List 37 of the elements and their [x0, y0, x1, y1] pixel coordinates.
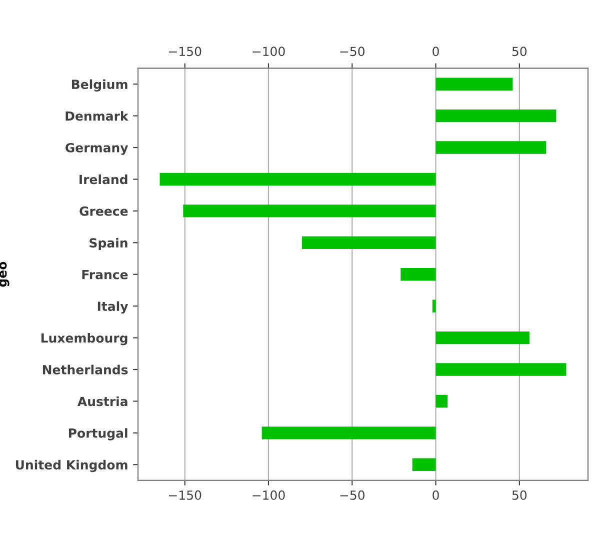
y-tick-label: Netherlands — [42, 364, 128, 374]
y-tick-label: Denmark — [66, 111, 129, 121]
bar — [436, 109, 556, 122]
y-tick-label: Greece — [80, 206, 128, 216]
bar — [432, 300, 436, 312]
bar — [436, 141, 546, 154]
x2-tick-label: 50 — [512, 46, 527, 56]
y-tick-label: Portugal — [68, 428, 128, 440]
y-tick-label: Germany — [65, 142, 128, 155]
bar — [262, 426, 436, 440]
x-tick-label: 0 — [432, 490, 439, 500]
x2-tick-label: −100 — [252, 46, 285, 56]
bar — [436, 394, 448, 408]
bar — [160, 172, 436, 186]
y-tick-label: Austria — [77, 396, 128, 406]
bar — [412, 458, 436, 471]
bar — [400, 268, 436, 281]
x-tick-label: −50 — [340, 490, 364, 500]
y-tick-label: Luxembourg — [41, 333, 128, 346]
bar — [436, 78, 513, 90]
bar — [436, 363, 566, 376]
x-tick-label: −150 — [168, 490, 202, 500]
bar — [436, 331, 530, 344]
y-tick-label: United Kingdom — [16, 460, 128, 472]
x2-tick-label: −150 — [168, 46, 202, 56]
x-tick-label: −100 — [252, 490, 285, 500]
y-tick-label: France — [82, 270, 128, 280]
x-tick-label: 50 — [512, 490, 527, 500]
x2-tick-label: −50 — [340, 46, 364, 56]
y-axis-title: geo — [0, 262, 10, 287]
bar — [302, 236, 436, 249]
y-tick-label: Belgium — [72, 79, 128, 92]
y-tick-label: Spain — [90, 238, 128, 250]
y-tick-label: Ireland — [80, 174, 128, 184]
x2-tick-label: 0 — [432, 46, 439, 56]
bar — [183, 204, 436, 218]
y-tick-label: Italy — [98, 301, 128, 314]
